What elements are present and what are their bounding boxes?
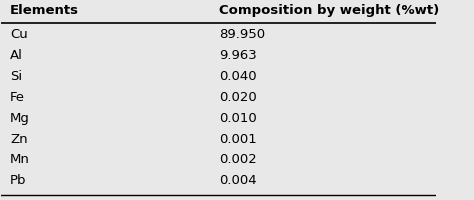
Text: 9.963: 9.963 [219, 49, 256, 62]
Text: 0.010: 0.010 [219, 111, 256, 124]
Text: 0.020: 0.020 [219, 90, 256, 103]
Text: Zn: Zn [10, 132, 27, 145]
Text: Fe: Fe [10, 90, 25, 103]
Text: Composition by weight (%wt): Composition by weight (%wt) [219, 4, 439, 17]
Text: Cu: Cu [10, 28, 28, 41]
Text: Mg: Mg [10, 111, 30, 124]
Text: Si: Si [10, 70, 22, 83]
Text: 0.001: 0.001 [219, 132, 256, 145]
Text: Mn: Mn [10, 153, 30, 166]
Text: 0.002: 0.002 [219, 153, 256, 166]
Text: 0.040: 0.040 [219, 70, 256, 83]
Text: 0.004: 0.004 [219, 173, 256, 186]
Text: Elements: Elements [10, 4, 79, 17]
Text: 89.950: 89.950 [219, 28, 265, 41]
Text: Pb: Pb [10, 173, 27, 186]
Text: Al: Al [10, 49, 23, 62]
